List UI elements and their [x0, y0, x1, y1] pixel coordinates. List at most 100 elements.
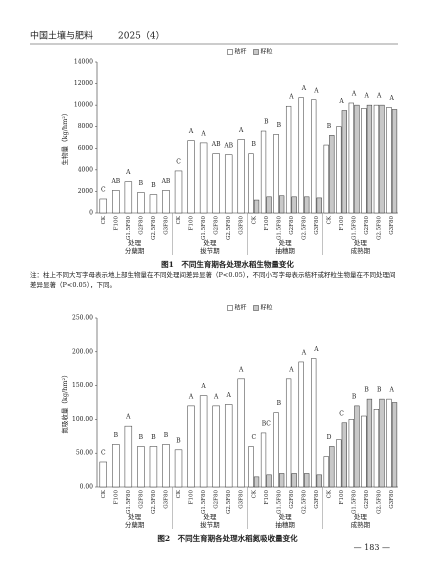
x-tick-label: F100 — [189, 490, 195, 505]
bar — [199, 142, 208, 214]
x-tick-label: F100 — [264, 490, 270, 505]
x-axis-label: 处理 — [128, 238, 142, 247]
bar — [366, 398, 373, 488]
y-tick-label: 200.00 — [72, 348, 93, 355]
x-tick-label: G2F80 — [214, 216, 220, 235]
significance-letter: A — [301, 85, 307, 92]
legend-label: 籽粒 — [261, 304, 273, 312]
x-tick-label: G3F80 — [314, 490, 320, 509]
bar — [361, 108, 367, 214]
y-tick-label: 4000 — [78, 166, 93, 173]
group-label: 拔节期 — [200, 520, 220, 529]
x-tick-label: G1.5F80 — [276, 216, 282, 240]
bar — [348, 102, 354, 214]
legend-swatch — [253, 305, 259, 311]
significance-letter: B — [151, 182, 156, 189]
significance-letter: A — [313, 87, 319, 94]
bar — [266, 474, 272, 488]
x-tick-label: CK — [251, 215, 257, 224]
bar — [212, 405, 220, 488]
bar — [304, 473, 310, 488]
bar — [279, 473, 285, 488]
bar — [199, 395, 208, 488]
bar — [224, 404, 233, 488]
significance-letter: C — [101, 186, 106, 193]
significance-letter: A — [389, 95, 395, 102]
significance-letter: A — [125, 414, 131, 421]
bar — [112, 444, 120, 488]
x-axis-label: 处理 — [354, 512, 368, 521]
x-tick-label: G2.5F80 — [226, 490, 232, 514]
significance-letter: A — [200, 383, 206, 390]
significance-letter: A — [288, 94, 294, 101]
bar — [187, 405, 195, 488]
significance-letter: AB — [110, 178, 120, 185]
significance-letter: A — [288, 366, 294, 373]
figure-caption: 图1 不同生育期各处理水稻生物量变化 — [161, 259, 294, 269]
bar — [237, 378, 245, 488]
x-tick-label: G2.5F80 — [151, 216, 157, 240]
y-tick-label: 0.00 — [80, 484, 94, 491]
significance-letter: A — [125, 169, 131, 176]
significance-letter: B — [252, 141, 257, 148]
bar — [323, 456, 329, 488]
bar — [311, 358, 317, 488]
bar — [336, 439, 342, 488]
significance-letter: B — [277, 122, 282, 129]
bar — [266, 196, 272, 214]
bar — [316, 197, 322, 214]
x-tick-label: F100 — [264, 216, 270, 231]
x-tick-label: G1.5F80 — [276, 490, 282, 514]
x-tick-label: CK — [176, 489, 182, 498]
x-tick-label: G2F80 — [289, 216, 295, 235]
y-tick-label: 6000 — [78, 145, 93, 152]
x-axis-label: 处理 — [354, 238, 368, 247]
bar — [361, 415, 367, 488]
x-tick-label: G3F80 — [389, 490, 395, 509]
bar — [329, 446, 335, 488]
x-tick-label: F100 — [339, 216, 345, 231]
bar — [391, 109, 398, 214]
x-tick-label: G2.5F80 — [377, 490, 383, 514]
bar — [112, 190, 120, 214]
x-tick-label: G1.5F80 — [126, 216, 132, 240]
significance-letter: A — [351, 90, 357, 97]
y-tick-label: 2000 — [78, 188, 93, 195]
significance-letter: B — [139, 434, 144, 441]
significance-letter: C — [251, 434, 256, 441]
significance-letter: B — [151, 434, 156, 441]
y-tick-label: 100.00 — [72, 416, 93, 423]
x-tick-label: G3F80 — [239, 216, 245, 235]
bar — [329, 135, 335, 214]
legend-swatch — [227, 49, 233, 55]
x-tick-label: G2.5F80 — [301, 216, 307, 240]
x-tick-label: F100 — [339, 490, 345, 505]
bar — [162, 190, 170, 214]
bar — [386, 398, 392, 488]
significance-letter: A — [338, 98, 344, 105]
significance-letter: C — [101, 449, 106, 456]
significance-letter: A — [226, 392, 232, 399]
x-axis-label: 处理 — [279, 238, 293, 247]
bar — [341, 110, 347, 214]
x-tick-label: G1.5F80 — [352, 216, 358, 240]
bar — [260, 432, 267, 488]
significance-letter: B — [264, 119, 269, 126]
bar — [224, 154, 233, 214]
significance-letter: B — [164, 432, 169, 439]
group-label: 抽穗期 — [275, 520, 295, 529]
significance-letter: B — [377, 387, 382, 394]
group-label: 拔节期 — [200, 246, 220, 255]
x-tick-label: G2.5F80 — [301, 490, 307, 514]
bar — [354, 405, 360, 488]
significance-letter: B — [277, 400, 282, 407]
y-tick-label: 50.00 — [76, 450, 93, 457]
significance-letter: AB — [161, 178, 171, 185]
significance-letter: C — [339, 410, 344, 417]
bar — [174, 170, 183, 214]
legend-swatch — [227, 305, 233, 311]
x-tick-label: CK — [101, 489, 107, 498]
bar — [237, 139, 245, 214]
significance-letter: AB — [211, 141, 221, 148]
